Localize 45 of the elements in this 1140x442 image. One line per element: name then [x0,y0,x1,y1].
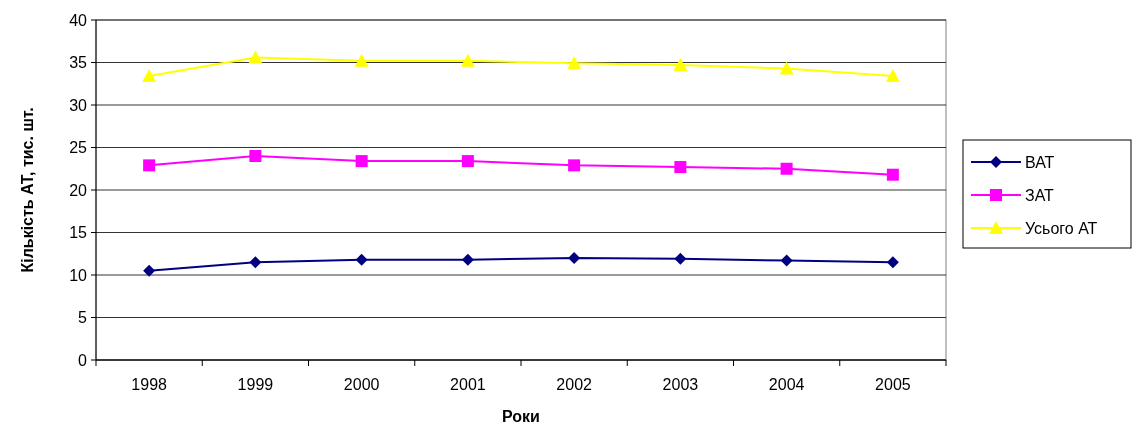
x-tick-label: 2002 [556,376,593,393]
point [354,53,369,67]
x-tick-label: 2004 [768,376,805,393]
point [568,159,581,172]
point [674,161,687,174]
point [355,253,368,266]
point [143,264,156,277]
point [673,58,688,72]
point [461,155,474,168]
point [142,69,157,83]
point [780,254,793,267]
y-tick-label: 40 [69,11,88,29]
point [780,162,793,175]
x-axis-title: Роки [502,408,540,425]
x-tick-label: 2003 [662,376,699,393]
point [885,69,900,83]
point [461,253,474,266]
x-tick-label: 1998 [131,376,168,393]
y-tick-label: 25 [69,139,88,157]
y-tick-label: 0 [78,351,88,369]
point [460,53,475,67]
legend-label: Усього АТ [1025,219,1098,237]
point [567,56,582,70]
x-tick-label: 2005 [875,376,911,393]
legend-label: ВАТ [1025,153,1055,171]
x-tick-label: 2000 [343,376,380,393]
point [886,256,899,269]
point [249,256,262,269]
point [143,159,156,172]
y-axis-title: Кількість АТ, тис. шт. [19,107,36,273]
legend-label: ЗАТ [1025,186,1055,204]
point [249,150,262,162]
point [886,168,899,181]
y-tick-label: 15 [69,224,88,242]
y-tick-label: 30 [69,96,88,114]
x-tick-label: 1999 [237,376,274,393]
point [674,252,687,265]
point [248,50,263,64]
y-tick-label: 5 [78,309,88,327]
point [355,155,368,168]
y-tick-label: 10 [69,266,88,284]
y-tick-label: 35 [69,54,88,72]
y-tick-label: 20 [69,181,88,199]
point [779,61,794,75]
x-tick-label: 2001 [450,376,486,393]
